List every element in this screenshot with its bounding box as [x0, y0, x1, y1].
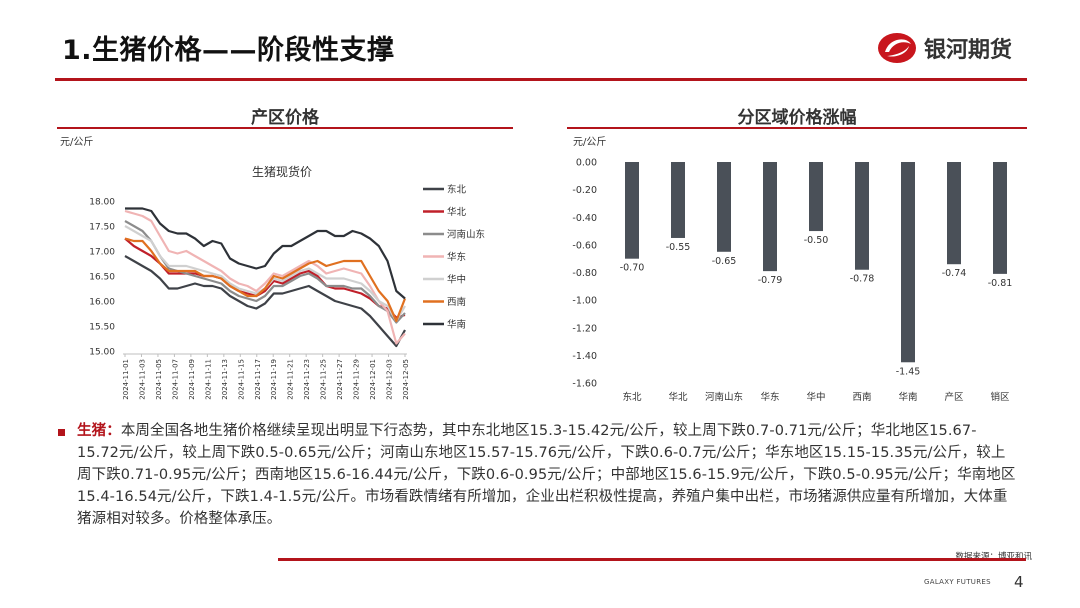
bar-category-label: 华中 — [806, 391, 825, 403]
commentary-label: 生猪： — [77, 423, 121, 439]
slide-title: 1.生猪价格——阶段性支撑 — [62, 35, 395, 66]
line-y-tick-label: 16.00 — [89, 298, 115, 308]
line-y-tick-label: 15.00 — [89, 348, 115, 358]
bar-y-tick-label: -0.20 — [572, 185, 597, 196]
brand-name: 银河期货 — [924, 38, 1013, 63]
line-x-tick-label: 2024-11-13 — [221, 359, 229, 400]
line-x-tick-label: 2024-11-15 — [237, 359, 245, 400]
bar-category-label: 销区 — [990, 391, 1010, 403]
line-y-tick-label: 17.50 — [89, 223, 115, 233]
square-bullet-icon — [58, 429, 65, 436]
galaxy-futures-logo-icon — [878, 33, 916, 63]
bar-value-label: -0.65 — [712, 256, 737, 267]
bar-value-label: -0.74 — [942, 268, 967, 279]
line-y-tick-label: 18.00 — [89, 198, 115, 208]
line-x-tick-label: 2024-11-19 — [270, 359, 278, 400]
bar-西南 — [855, 162, 869, 270]
regional-price-change-bar-chart: 0.00 -0.20 -0.40 -0.60 -0.80 -1.00 -1.20 -1.40 -… — [572, 158, 1013, 404]
bar-y-tick-label: 0.00 — [576, 158, 597, 169]
bar-category-label: 华东 — [760, 391, 779, 403]
line-y-tick-label: 15.50 — [89, 323, 115, 333]
commentary-text: 本周全国各地生猪价格继续呈现出明显下行态势，其中东北地区15.3-15.42元/… — [77, 423, 1016, 527]
bar-value-label: -0.81 — [988, 278, 1013, 289]
data-source: 数据来源：博亚和讯 — [955, 552, 1032, 562]
bar-销区 — [993, 162, 1007, 274]
line-x-tick-label: 2024-12-03 — [386, 359, 394, 400]
legend-label-华北: 华北 — [447, 206, 467, 218]
bar-value-label: -0.79 — [758, 275, 783, 286]
series-line-华中 — [124, 225, 406, 323]
bar-华东 — [763, 162, 777, 272]
series-line-西南 — [124, 237, 407, 323]
right-panel-divider — [567, 127, 1027, 129]
bar-category-label: 西南 — [852, 391, 871, 403]
line-x-tick-label: 2024-11-23 — [303, 359, 311, 400]
footer-brand: GALAXY FUTURES — [924, 578, 991, 586]
right-panel-heading: 分区域价格涨幅 — [737, 108, 857, 128]
bar-河南山东 — [717, 162, 731, 252]
line-x-tick-label: 2024-11-05 — [155, 359, 163, 400]
commentary-paragraph: 生猪：本周全国各地生猪价格继续呈现出明显下行态势，其中东北地区15.3-15.4… — [77, 420, 1018, 530]
bar-华北 — [671, 162, 685, 238]
line-y-tick-label: 17.00 — [89, 248, 115, 258]
series-line-华南 — [125, 207, 406, 300]
line-x-tick-label: 2024-12-05 — [402, 359, 410, 400]
line-x-tick-label: 2024-12-01 — [369, 359, 377, 400]
line-x-tick-label: 2024-11-27 — [336, 359, 344, 400]
page-number: 4 — [1014, 573, 1024, 591]
title-divider — [55, 78, 1027, 81]
bar-category-label: 河南山东 — [705, 391, 743, 403]
line-x-tick-label: 2024-11-21 — [287, 359, 295, 400]
bar-产区 — [947, 162, 961, 265]
line-x-tick-label: 2024-11-01 — [122, 359, 130, 400]
bar-y-tick-label: -1.60 — [572, 379, 597, 390]
right-unit-label: 元/公斤 — [573, 137, 607, 148]
legend-label-东北: 东北 — [447, 184, 467, 196]
line-chart-title: 生猪现货价 — [252, 164, 312, 179]
bar-value-label: -0.55 — [666, 242, 691, 253]
left-panel-heading: 产区价格 — [251, 108, 319, 128]
bar-y-tick-label: -0.60 — [572, 240, 597, 251]
bar-y-tick-label: -0.40 — [572, 213, 597, 224]
bar-value-label: -0.70 — [620, 263, 645, 274]
bar-y-tick-label: -0.80 — [572, 268, 597, 279]
legend-label-河南山东: 河南山东 — [447, 229, 485, 241]
bar-value-label: -0.50 — [804, 235, 829, 246]
bar-y-tick-label: -1.40 — [572, 351, 597, 362]
bar-category-label: 东北 — [622, 391, 642, 403]
footer-divider — [278, 558, 1026, 561]
series-line-华北 — [124, 237, 406, 319]
legend-label-华东: 华东 — [447, 251, 466, 263]
legend-label-华中: 华中 — [447, 274, 466, 286]
legend-label-西南: 西南 — [447, 296, 466, 308]
bar-华中 — [809, 162, 823, 232]
line-x-tick-label: 2024-11-07 — [171, 359, 179, 400]
series-line-河南山东 — [124, 220, 406, 324]
legend-label-华南: 华南 — [447, 319, 466, 331]
bar-value-label: -0.78 — [850, 274, 875, 285]
left-unit-label: 元/公斤 — [60, 137, 94, 148]
line-x-tick-label: 2024-11-09 — [188, 359, 196, 400]
line-x-tick-label: 2024-11-17 — [254, 359, 262, 400]
line-x-tick-label: 2024-11-25 — [320, 359, 328, 400]
series-line-华东 — [124, 209, 406, 345]
left-panel-divider — [57, 127, 513, 129]
bar-category-label: 华南 — [898, 391, 917, 403]
line-y-tick-label: 16.50 — [89, 273, 115, 283]
commentary-block: 生猪：本周全国各地生猪价格继续呈现出明显下行态势，其中东北地区15.3-15.4… — [58, 420, 1018, 530]
bar-华南 — [901, 162, 915, 363]
bar-y-tick-label: -1.20 — [572, 323, 597, 334]
line-x-tick-label: 2024-11-03 — [138, 359, 146, 400]
line-x-tick-label: 2024-11-11 — [204, 359, 212, 400]
series-line-东北 — [124, 255, 406, 348]
bar-value-label: -1.45 — [896, 366, 921, 377]
bar-category-label: 产区 — [944, 391, 964, 403]
brand-logo: 银河期货 — [876, 28, 1012, 68]
bar-category-label: 华北 — [668, 391, 688, 403]
regional-price-line-chart: 生猪现货价 18.00 17.50 17.00 16.50 16.00 15.50 15.0… — [89, 164, 485, 400]
line-x-tick-label: 2024-11-29 — [353, 359, 361, 400]
bar-东北 — [625, 162, 639, 259]
bar-y-tick-label: -1.00 — [572, 296, 597, 307]
